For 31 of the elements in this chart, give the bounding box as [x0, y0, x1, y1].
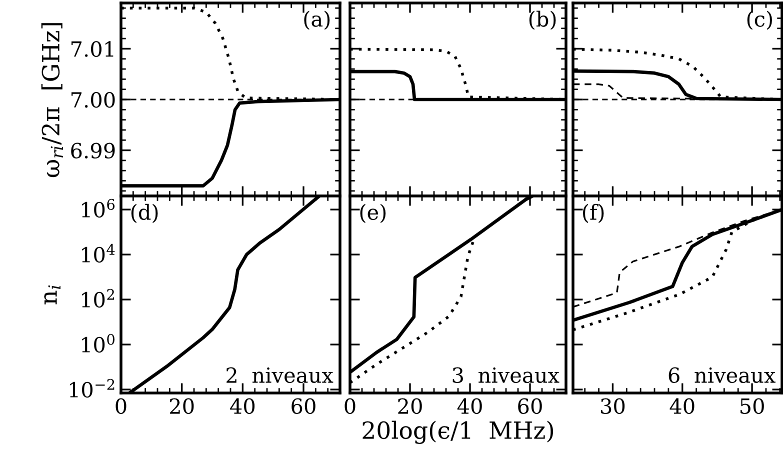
x-tick-label: 20 — [398, 398, 422, 414]
x-tick-label: 40 — [230, 398, 255, 414]
y-tick-label: 10$^{0}$ — [82, 334, 114, 353]
y-tick-label: 10$^{6}$ — [82, 198, 115, 218]
x-tick-label: 0 — [344, 398, 356, 414]
annotation: 2 niveaux — [226, 367, 334, 384]
annotation: (b) — [529, 10, 556, 30]
y-axis-title: n$_{i}$ — [44, 285, 60, 304]
y-axis-title: ω$_{ri}$/2π [GHz] — [41, 23, 63, 178]
y-tick-label: 10$^{2}$ — [82, 288, 114, 308]
y-tick-label: 10$^{4}$ — [82, 244, 115, 263]
x-tick-label: 40 — [457, 398, 482, 414]
annotation: (d) — [131, 204, 158, 223]
annotation: (c) — [747, 10, 772, 30]
x-axis-title: 20log(ϵ/1 MHz) — [362, 420, 554, 444]
annotation: (f) — [583, 204, 604, 223]
x-tick-label: 30 — [601, 398, 625, 414]
annotation: (a) — [304, 10, 330, 30]
x-tick-label: 60 — [518, 398, 542, 414]
x-tick-label: 50 — [740, 398, 764, 414]
x-tick-label: 20 — [170, 398, 194, 414]
y-tick-label: 10$^{−2}$ — [70, 378, 114, 398]
annotation: 6 niveaux — [668, 367, 776, 384]
annotation: (e) — [360, 204, 386, 223]
x-tick-label: 0 — [116, 398, 126, 414]
x-tick-label: 60 — [292, 398, 316, 414]
y-tick-label: 7.00 — [72, 92, 115, 108]
y-tick-label: 7.01 — [72, 41, 114, 57]
annotation: 3 niveaux — [452, 367, 560, 384]
x-tick-label: 40 — [670, 398, 694, 414]
y-tick-label: 6.99 — [71, 142, 115, 158]
